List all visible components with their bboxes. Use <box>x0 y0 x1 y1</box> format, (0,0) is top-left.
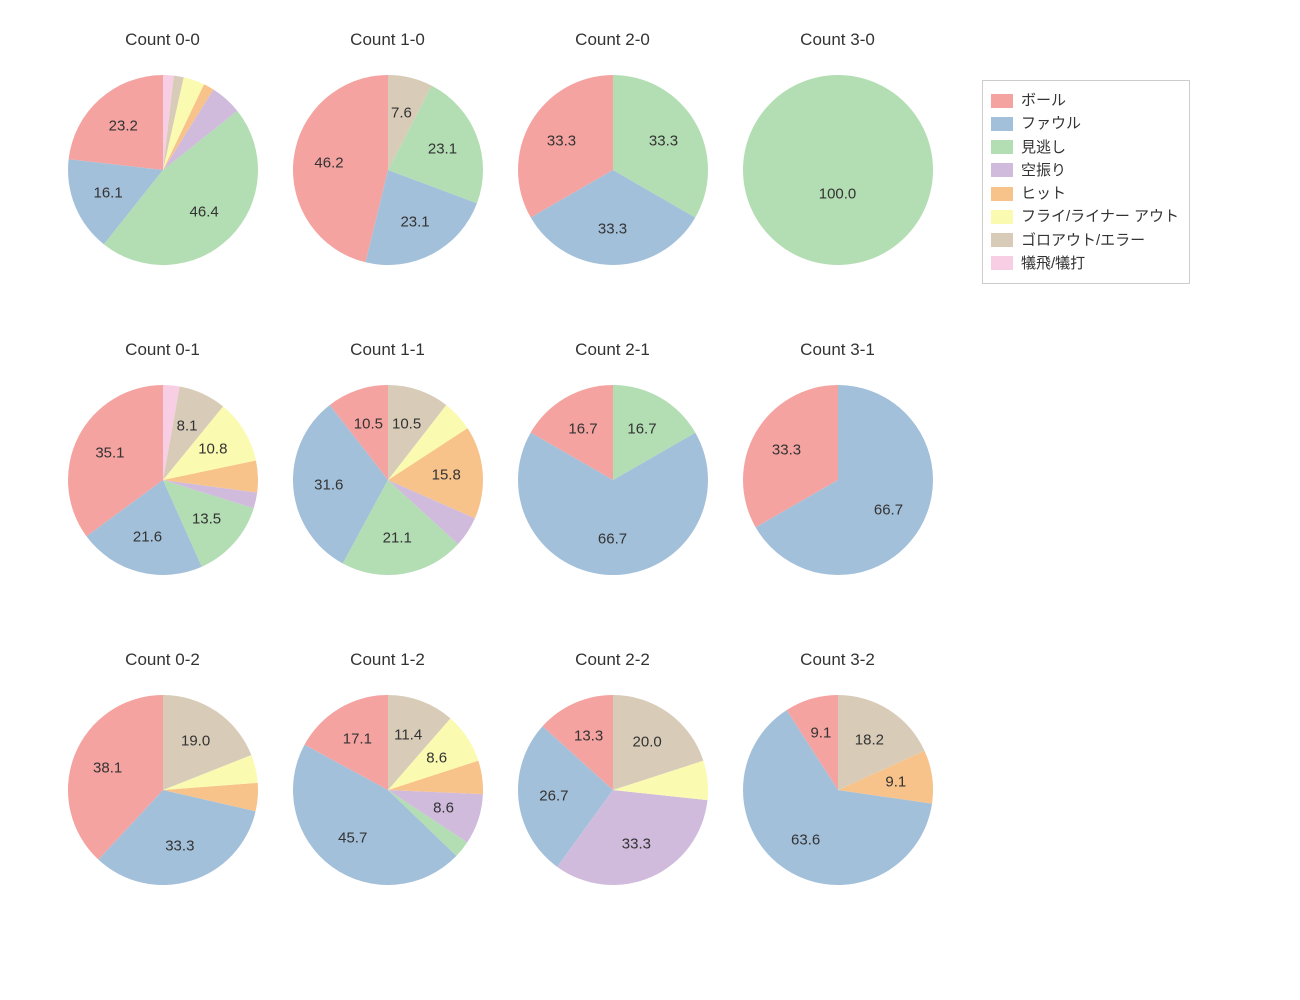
legend-swatch <box>991 256 1013 270</box>
chart-title: Count 1-1 <box>350 340 425 360</box>
pie-chart: 13.326.733.320.0 <box>518 695 708 885</box>
legend-swatch <box>991 94 1013 108</box>
pie-chart: 16.766.716.7 <box>518 385 708 575</box>
legend-item: 犠飛/犠打 <box>991 252 1179 275</box>
chart-title: Count 0-2 <box>125 650 200 670</box>
chart-title: Count 0-0 <box>125 30 200 50</box>
pie-chart: 17.145.78.68.611.4 <box>293 695 483 885</box>
legend-swatch <box>991 117 1013 131</box>
pie-chart: 100.0 <box>743 75 933 265</box>
chart-grid: Count 0-0 23.216.146.4 Count 1-0 46.223.123… <box>0 0 1300 1000</box>
chart-title: Count 3-0 <box>800 30 875 50</box>
pie-chart: 33.366.7 <box>743 385 933 575</box>
legend-item: ボール <box>991 89 1179 112</box>
pie-chart: 10.531.621.115.810.5 <box>293 385 483 575</box>
pie-chart: 33.333.333.3 <box>518 75 708 265</box>
chart-title: Count 3-2 <box>800 650 875 670</box>
legend-label: フライ/ライナー アウト <box>1021 205 1179 228</box>
legend-label: ファウル <box>1021 112 1081 135</box>
legend-swatch <box>991 233 1013 247</box>
legend-label: ヒット <box>1021 182 1066 205</box>
legend-item: ゴロアウト/エラー <box>991 229 1179 252</box>
legend-swatch <box>991 210 1013 224</box>
chart-title: Count 1-0 <box>350 30 425 50</box>
pie-chart: 9.163.69.118.2 <box>743 695 933 885</box>
legend-item: 見逃し <box>991 136 1179 159</box>
pie-slice <box>743 75 933 265</box>
pie-slice <box>68 75 162 170</box>
pie-chart: 46.223.123.17.6 <box>293 75 483 265</box>
chart-title: Count 3-1 <box>800 340 875 360</box>
legend-swatch <box>991 163 1013 177</box>
chart-title: Count 2-1 <box>575 340 650 360</box>
legend-item: ファウル <box>991 112 1179 135</box>
chart-title: Count 0-1 <box>125 340 200 360</box>
legend-label: 空振り <box>1021 159 1066 182</box>
legend-label: 見逃し <box>1021 136 1066 159</box>
chart-title: Count 2-0 <box>575 30 650 50</box>
chart-title: Count 1-2 <box>350 650 425 670</box>
legend-label: ゴロアウト/エラー <box>1021 229 1145 252</box>
legend-label: ボール <box>1021 89 1066 112</box>
pie-chart: 35.121.613.510.88.1 <box>68 385 258 575</box>
legend-item: フライ/ライナー アウト <box>991 205 1179 228</box>
legend-item: ヒット <box>991 182 1179 205</box>
legend-swatch <box>991 187 1013 201</box>
legend: ボールファウル見逃し空振りヒットフライ/ライナー アウトゴロアウト/エラー犠飛/… <box>982 80 1190 284</box>
pie-chart: 23.216.146.4 <box>68 75 258 265</box>
legend-item: 空振り <box>991 159 1179 182</box>
pie-chart: 38.133.319.0 <box>68 695 258 885</box>
legend-label: 犠飛/犠打 <box>1021 252 1085 275</box>
legend-swatch <box>991 140 1013 154</box>
chart-title: Count 2-2 <box>575 650 650 670</box>
